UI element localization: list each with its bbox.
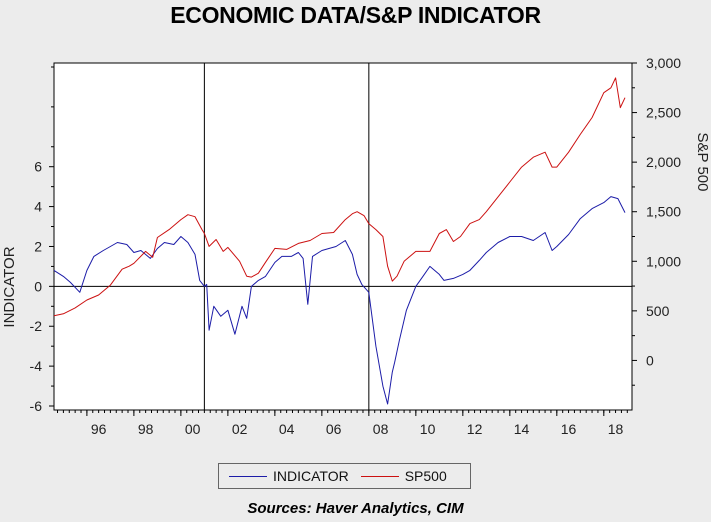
chart-title: ECONOMIC DATA/S&P INDICATOR xyxy=(170,2,541,28)
legend-swatch-sp500 xyxy=(360,475,399,477)
x-axis-tick-label: 04 xyxy=(279,421,295,437)
x-axis-tick-label: 02 xyxy=(232,421,248,437)
x-axis-tick-label: 16 xyxy=(561,421,577,437)
left-axis-tick-label: -2 xyxy=(30,318,43,334)
legend-label-indicator: INDICATOR xyxy=(273,468,349,484)
right-axis-tick-label: 2,000 xyxy=(646,154,681,170)
sources-note: Sources: Haver Analytics, CIM xyxy=(247,500,464,517)
legend: INDICATOR SP500 xyxy=(218,463,471,489)
plot-area xyxy=(53,62,633,411)
right-axis-tick-label: 1,500 xyxy=(646,204,681,220)
left-axis-tick-label: -6 xyxy=(30,398,43,414)
right-axis-tick-label: 500 xyxy=(646,303,670,319)
x-axis-tick-label: 00 xyxy=(185,421,201,437)
right-axis-title: S&P 500 xyxy=(694,133,711,192)
right-axis-tick-label: 2,500 xyxy=(646,105,681,121)
x-axis-tick-label: 10 xyxy=(420,421,436,437)
left-axis-tick-label: 2 xyxy=(34,238,42,254)
legend-swatch-indicator xyxy=(229,475,267,477)
left-axis-tick-label: 4 xyxy=(34,199,42,215)
right-axis-tick-label: 3,000 xyxy=(646,55,681,71)
left-axis-title: INDICATOR xyxy=(1,246,18,327)
x-axis-tick-label: 18 xyxy=(608,421,624,437)
series-line-indicator xyxy=(53,196,626,405)
x-axis-tick-label: 06 xyxy=(326,421,342,437)
x-axis-tick-label: 12 xyxy=(467,421,483,437)
x-axis-tick-label: 08 xyxy=(373,421,389,437)
x-axis-tick-label: 14 xyxy=(514,421,530,437)
left-axis-tick-label: -4 xyxy=(30,358,43,374)
right-axis-tick-label: 0 xyxy=(646,352,654,368)
left-axis-tick-label: 6 xyxy=(34,159,42,175)
series-line-sp500 xyxy=(53,77,626,317)
x-axis-tick-label: 96 xyxy=(91,421,107,437)
legend-label-sp500: SP500 xyxy=(404,468,447,484)
x-axis-tick-label: 98 xyxy=(138,421,154,437)
legend-entry-indicator: INDICATOR xyxy=(219,468,349,484)
right-axis-tick-label: 1,000 xyxy=(646,253,681,269)
legend-entry-sp500: SP500 xyxy=(351,468,447,484)
left-axis-tick-label: 0 xyxy=(34,278,42,294)
